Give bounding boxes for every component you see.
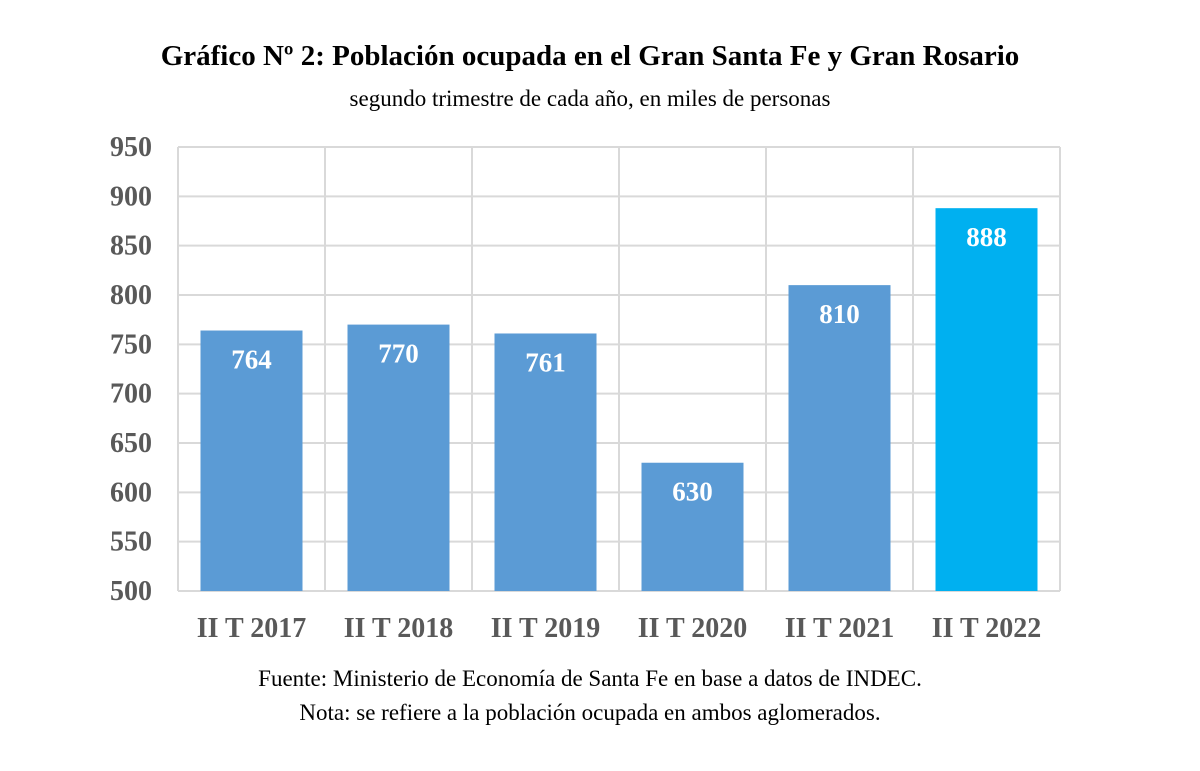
y-tick-label: 600 [110, 477, 152, 508]
x-tick-label: II T 2022 [932, 613, 1041, 644]
y-tick-label: 500 [110, 576, 152, 607]
data-label: 770 [378, 339, 419, 369]
footnote: Nota: se refiere a la población ocupada … [299, 700, 881, 725]
bar [347, 324, 450, 591]
y-tick-label: 800 [110, 280, 152, 311]
chart-title: Gráfico Nº 2: Población ocupada en el Gr… [160, 40, 1020, 72]
x-tick-label: II T 2021 [785, 613, 894, 644]
data-label: 888 [966, 222, 1007, 252]
x-tick-label: II T 2017 [197, 613, 306, 644]
bar [788, 285, 891, 591]
bar [494, 333, 597, 591]
y-tick-label: 650 [110, 428, 152, 459]
data-label: 761 [525, 347, 566, 377]
y-tick-label: 700 [110, 379, 152, 410]
data-label: 810 [819, 299, 860, 329]
y-tick-label: 850 [110, 231, 152, 262]
data-label: 764 [231, 345, 272, 375]
x-tick-label: II T 2020 [638, 613, 747, 644]
bar [935, 208, 1038, 591]
bar [200, 330, 303, 591]
y-tick-label: 950 [110, 132, 152, 163]
chart-subtitle: segundo trimestre de cada año, en miles … [349, 86, 831, 111]
y-tick-label: 900 [110, 181, 152, 212]
data-label: 630 [672, 477, 713, 507]
y-tick-label: 750 [110, 329, 152, 360]
x-tick-label: II T 2019 [491, 613, 600, 644]
bar [641, 462, 744, 591]
y-tick-label: 550 [110, 527, 152, 558]
x-tick-label: II T 2018 [344, 613, 453, 644]
source-note: Fuente: Ministerio de Economía de Santa … [258, 666, 922, 691]
